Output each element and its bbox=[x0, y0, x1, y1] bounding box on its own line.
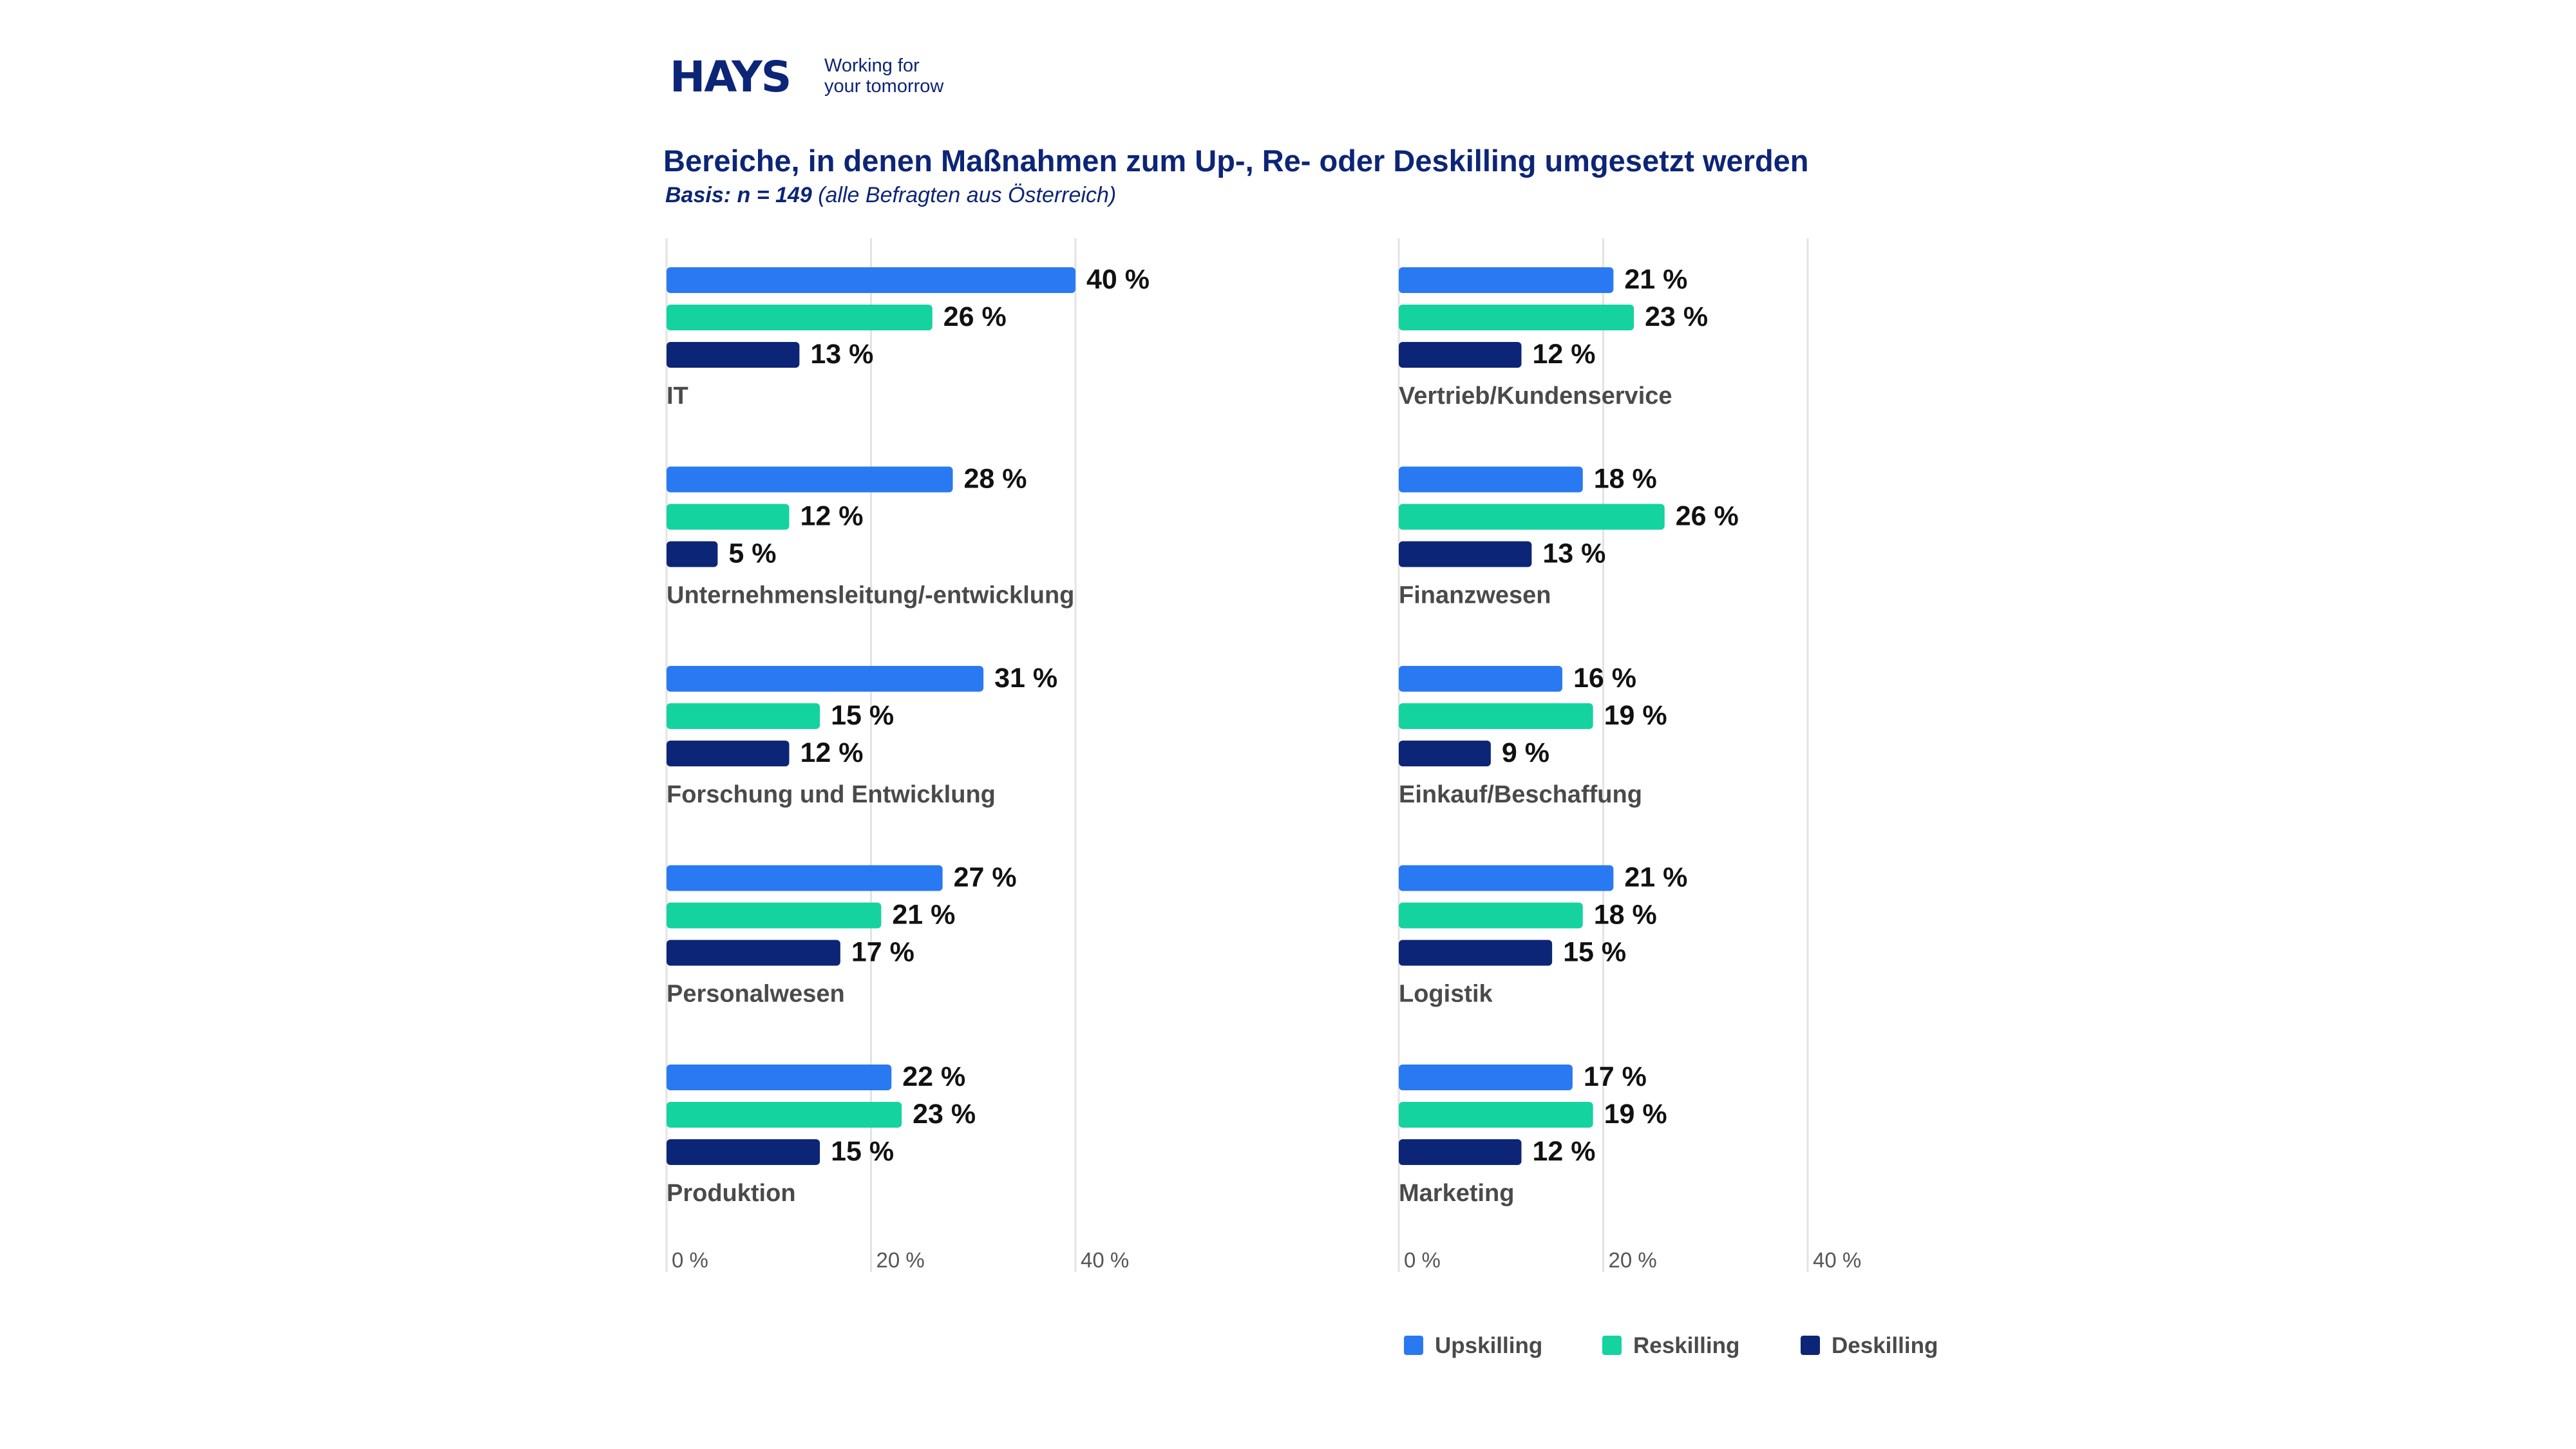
data-label: 16 % bbox=[1573, 663, 1636, 694]
bar-upskilling-marketing bbox=[1399, 1065, 1573, 1090]
bar-deskilling-marketing bbox=[1399, 1139, 1522, 1165]
subtitle-basis: Basis: n = 149 bbox=[665, 183, 812, 207]
legend-item-deskilling: Deskilling bbox=[1801, 1332, 1938, 1360]
bar-deskilling-vertrieb-kundenservice bbox=[1399, 342, 1522, 368]
legend-swatch-deskilling bbox=[1801, 1335, 1820, 1355]
bar-upskilling-it bbox=[667, 267, 1075, 293]
bar-reskilling-logistik bbox=[1399, 902, 1583, 929]
data-label: 12 % bbox=[800, 501, 864, 532]
data-label: 26 % bbox=[943, 301, 1007, 332]
bar-reskilling-personalwesen bbox=[667, 902, 882, 929]
data-label: 27 % bbox=[954, 862, 1017, 893]
bar-reskilling-einkauf-beschaffung bbox=[1399, 703, 1593, 729]
legend-label-reskilling: Reskilling bbox=[1633, 1333, 1740, 1358]
bar-upskilling-personalwesen bbox=[667, 865, 943, 891]
legend-label-deskilling: Deskilling bbox=[1832, 1333, 1938, 1358]
bar-deskilling-finanzwesen bbox=[1399, 541, 1532, 567]
x-tick-label: 0 % bbox=[672, 1248, 708, 1272]
bar-reskilling-vertrieb-kundenservice bbox=[1399, 305, 1634, 330]
bar-reskilling-produktion bbox=[667, 1102, 902, 1128]
data-label: 17 % bbox=[851, 937, 914, 968]
category-label: Marketing bbox=[1399, 1180, 1514, 1207]
data-label: 28 % bbox=[964, 464, 1027, 495]
x-tick-label: 0 % bbox=[1404, 1248, 1441, 1272]
category-label: Produktion bbox=[667, 1180, 796, 1207]
bar-upskilling-finanzwesen bbox=[1399, 466, 1583, 493]
category-label: Finanzwesen bbox=[1399, 582, 1551, 609]
data-label: 5 % bbox=[728, 538, 776, 569]
data-label: 40 % bbox=[1086, 264, 1150, 295]
chart-title: Bereiche, in denen Maßnahmen zum Up-, Re… bbox=[663, 144, 1809, 178]
bar-deskilling-produktion bbox=[667, 1139, 820, 1165]
logo-tagline-line2: your tomorrow bbox=[824, 76, 944, 97]
bar-upskilling-forschung-und-entwicklung bbox=[667, 666, 984, 692]
legend-swatch-upskilling bbox=[1404, 1335, 1423, 1355]
logo-tagline-line1: Working for bbox=[824, 55, 920, 76]
bar-upskilling-vertrieb-kundenservice bbox=[1399, 267, 1614, 293]
hays-logo: HAYS Working for your tomorrow bbox=[670, 50, 960, 102]
category-label: IT bbox=[667, 383, 688, 410]
category-label: Forschung und Entwicklung bbox=[667, 781, 996, 808]
logo-wordmark: HAYS bbox=[670, 52, 791, 102]
legend-item-reskilling: Reskilling bbox=[1602, 1332, 1739, 1360]
legend-label-upskilling: Upskilling bbox=[1435, 1333, 1543, 1358]
category-label: Logistik bbox=[1399, 981, 1493, 1008]
bar-upskilling-einkauf-beschaffung bbox=[1399, 666, 1562, 692]
data-label: 21 % bbox=[1624, 862, 1687, 893]
data-label: 15 % bbox=[831, 700, 894, 731]
x-tick-label: 20 % bbox=[1609, 1248, 1657, 1272]
bar-deskilling-personalwesen bbox=[667, 940, 840, 966]
data-label: 13 % bbox=[810, 339, 873, 370]
legend-item-upskilling: Upskilling bbox=[1404, 1332, 1542, 1360]
bar-upskilling-unternehmensleitung-entwicklung bbox=[667, 466, 953, 493]
bar-upskilling-logistik bbox=[1399, 865, 1614, 891]
category-label: Einkauf/Beschaffung bbox=[1399, 781, 1642, 808]
bar-reskilling-it bbox=[667, 305, 933, 330]
data-label: 19 % bbox=[1604, 1099, 1667, 1130]
bar-deskilling-unternehmensleitung-entwicklung bbox=[667, 541, 718, 567]
x-tick-label: 20 % bbox=[876, 1248, 925, 1272]
bar-deskilling-it bbox=[667, 342, 800, 368]
data-label: 12 % bbox=[1533, 1136, 1596, 1167]
bar-reskilling-finanzwesen bbox=[1399, 504, 1665, 530]
bar-deskilling-forschung-und-entwicklung bbox=[667, 741, 790, 766]
x-tick-label: 40 % bbox=[1081, 1248, 1129, 1272]
bar-reskilling-unternehmensleitung-entwicklung bbox=[667, 504, 790, 530]
bar-deskilling-logistik bbox=[1399, 940, 1553, 966]
legend-swatch-reskilling bbox=[1602, 1335, 1622, 1355]
data-label: 26 % bbox=[1676, 501, 1739, 532]
data-label: 15 % bbox=[831, 1136, 894, 1167]
data-label: 21 % bbox=[1624, 264, 1687, 295]
bar-deskilling-einkauf-beschaffung bbox=[1399, 741, 1491, 766]
data-label: 12 % bbox=[1533, 339, 1596, 370]
category-label: Unternehmensleitung/-entwicklung bbox=[667, 582, 1074, 609]
chart-subtitle: Basis: n = 149 (alle Befragten aus Öster… bbox=[665, 181, 1953, 209]
data-label: 15 % bbox=[1563, 937, 1626, 968]
bar-reskilling-marketing bbox=[1399, 1102, 1593, 1128]
x-tick-label: 40 % bbox=[1813, 1248, 1861, 1272]
data-label: 13 % bbox=[1542, 538, 1605, 569]
data-label: 9 % bbox=[1502, 737, 1549, 768]
data-label: 18 % bbox=[1594, 900, 1657, 931]
data-label: 18 % bbox=[1594, 464, 1657, 495]
category-label: Vertrieb/Kundenservice bbox=[1399, 383, 1672, 410]
data-label: 19 % bbox=[1604, 700, 1667, 731]
data-label: 22 % bbox=[902, 1061, 965, 1092]
data-label: 12 % bbox=[800, 737, 864, 768]
data-label: 23 % bbox=[913, 1099, 976, 1130]
data-label: 31 % bbox=[994, 663, 1057, 694]
category-label: Personalwesen bbox=[667, 981, 845, 1008]
data-label: 23 % bbox=[1645, 301, 1708, 332]
data-label: 17 % bbox=[1584, 1061, 1647, 1092]
bar-upskilling-produktion bbox=[667, 1065, 892, 1090]
bar-reskilling-forschung-und-entwicklung bbox=[667, 703, 820, 729]
data-label: 21 % bbox=[892, 900, 955, 931]
subtitle-note: (alle Befragten aus Österreich) bbox=[818, 183, 1117, 207]
logo-tagline: Working for your tomorrow bbox=[824, 55, 966, 97]
